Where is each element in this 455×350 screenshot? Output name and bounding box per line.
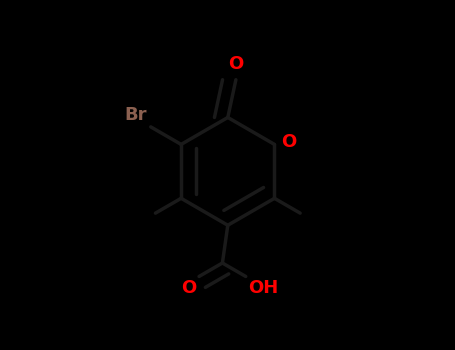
Text: O: O bbox=[228, 55, 243, 73]
Text: O: O bbox=[281, 133, 297, 151]
Text: Br: Br bbox=[124, 106, 147, 124]
Text: OH: OH bbox=[248, 279, 279, 297]
Text: O: O bbox=[181, 279, 197, 297]
